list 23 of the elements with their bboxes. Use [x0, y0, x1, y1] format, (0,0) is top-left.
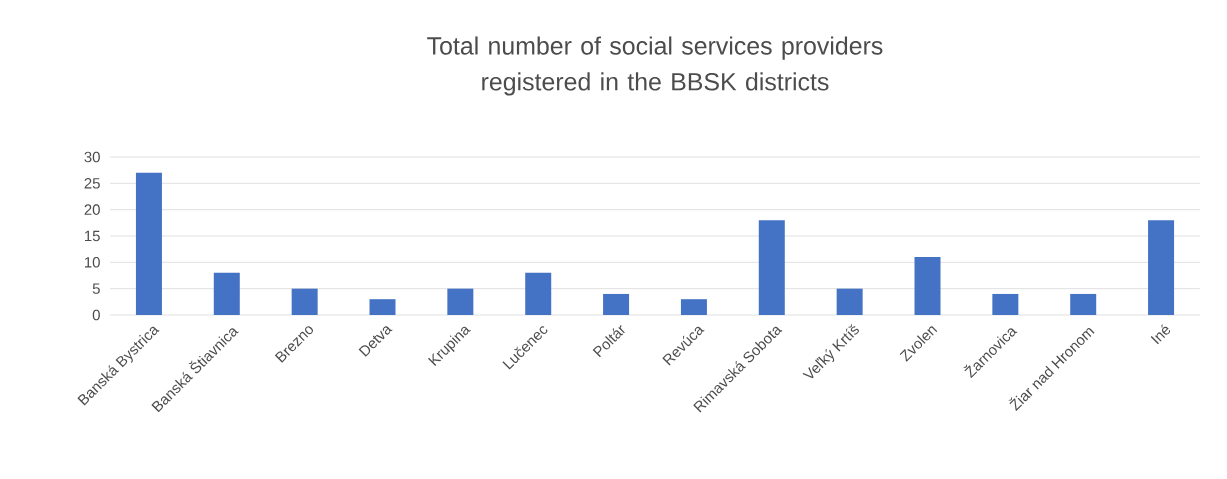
x-tick-label: Iné [1150, 324, 1171, 345]
bar [914, 257, 941, 315]
y-tick-label: 0 [92, 309, 100, 321]
bar [447, 288, 474, 315]
bar [369, 299, 396, 315]
bar [213, 272, 240, 315]
y-tick-label: 30 [84, 151, 100, 163]
bar [291, 288, 318, 315]
bar [836, 288, 863, 315]
y-tick-label: 5 [92, 283, 100, 294]
y-tick-label: 20 [84, 204, 100, 215]
bar [758, 220, 785, 315]
chart-title: Total number of social services providers registered in the BBSK districts [427, 36, 883, 96]
bar [680, 299, 707, 315]
bar [525, 272, 552, 315]
bar [603, 293, 630, 315]
bar [1070, 293, 1097, 315]
y-tick-label: 10 [85, 257, 100, 268]
bar [135, 172, 162, 315]
y-tick-label: 25 [84, 178, 100, 189]
y-tick-label: 15 [85, 230, 100, 242]
bar [992, 293, 1019, 315]
bar [1148, 220, 1175, 315]
